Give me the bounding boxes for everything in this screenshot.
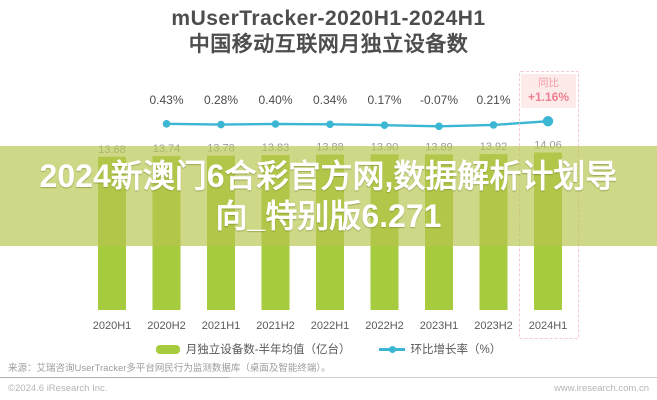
line-point-2020H2 [162, 120, 171, 128]
watermark-text-line2: 向_特别版6.271 [215, 198, 442, 234]
x-axis-label-2021H2: 2021H2 [256, 320, 295, 332]
yoy-badge-value: +1.16% [527, 90, 570, 104]
legend-line-label: 环比增长率（%） [410, 344, 502, 356]
line-point-2023H2 [489, 121, 498, 129]
x-axis-label-2022H1: 2022H1 [311, 320, 350, 332]
line-value-label-2023H2: 0.21% [476, 93, 510, 107]
watermark-text-line1: 2024新澳门6合彩官方网,数据解析计划导 [39, 158, 618, 194]
chart-title-line2: 中国移动互联网月独立设备数 [188, 33, 469, 56]
footer-website: www.iresearch.com.cn [553, 383, 649, 394]
chart-title-line1: mUserTracker-2020H1-2024H1 [171, 7, 486, 30]
x-axis-label-2024H1: 2024H1 [529, 320, 568, 332]
bar-legend-swatch [155, 344, 180, 354]
x-axis-label-2020H1: 2020H1 [93, 320, 132, 332]
x-axis-label-2023H1: 2023H1 [420, 320, 459, 332]
line-value-label-2023H1: -0.07% [420, 93, 458, 107]
line-value-label-2022H2: 0.17% [367, 93, 401, 107]
x-axis-label-2020H2: 2020H2 [147, 320, 186, 332]
yoy-badge: 同比 +1.16% [521, 74, 576, 108]
chart-title: mUserTracker-2020H1-2024H1 中国移动互联网月独立设备数 [0, 6, 657, 58]
line-value-label-2021H2: 0.40% [258, 93, 292, 107]
growth-line [166, 120, 549, 128]
line-value-label-2021H1: 0.28% [204, 93, 238, 107]
yoy-badge-label: 同比 [538, 77, 559, 89]
line-legend-swatch [378, 344, 405, 354]
footer-copyright: ©2024.6 iResearch Inc. [8, 383, 108, 394]
footer-divider-dark-segment [0, 377, 230, 378]
legend-bar-label: 月独立设备数-半年均值（亿台） [185, 344, 351, 356]
line-point-2022H1 [326, 120, 334, 129]
line-point-2024H1 [542, 116, 554, 127]
footer-divider [0, 377, 657, 378]
spam-watermark-banner: 2024新澳门6合彩官方网,数据解析计划导 向_特别版6.271 [0, 146, 657, 246]
line-point-2021H1 [217, 120, 225, 129]
line-value-label-2020H2: 0.43% [149, 93, 183, 107]
line-value-label-2022H1: 0.34% [313, 93, 347, 107]
line-point-2022H2 [380, 121, 389, 129]
legend-item-bar: 月独立设备数-半年均值（亿台） [155, 341, 351, 357]
line-legend-dot [388, 346, 396, 353]
legend-item-line: 环比增长率（%） [378, 341, 502, 357]
source-note: 来源：艾瑞咨询UserTracker多平台网民行为监测数据库（桌面及智能终端）。 [8, 363, 331, 374]
line-point-2023H1 [435, 122, 443, 131]
chart-legend: 月独立设备数-半年均值（亿台） 环比增长率（%） [0, 341, 657, 357]
x-axis-label-2022H2: 2022H2 [365, 320, 404, 332]
x-axis-label-2021H1: 2021H1 [202, 320, 241, 332]
x-axis-label-2023H2: 2023H2 [474, 320, 513, 332]
line-point-2021H2 [271, 120, 280, 128]
